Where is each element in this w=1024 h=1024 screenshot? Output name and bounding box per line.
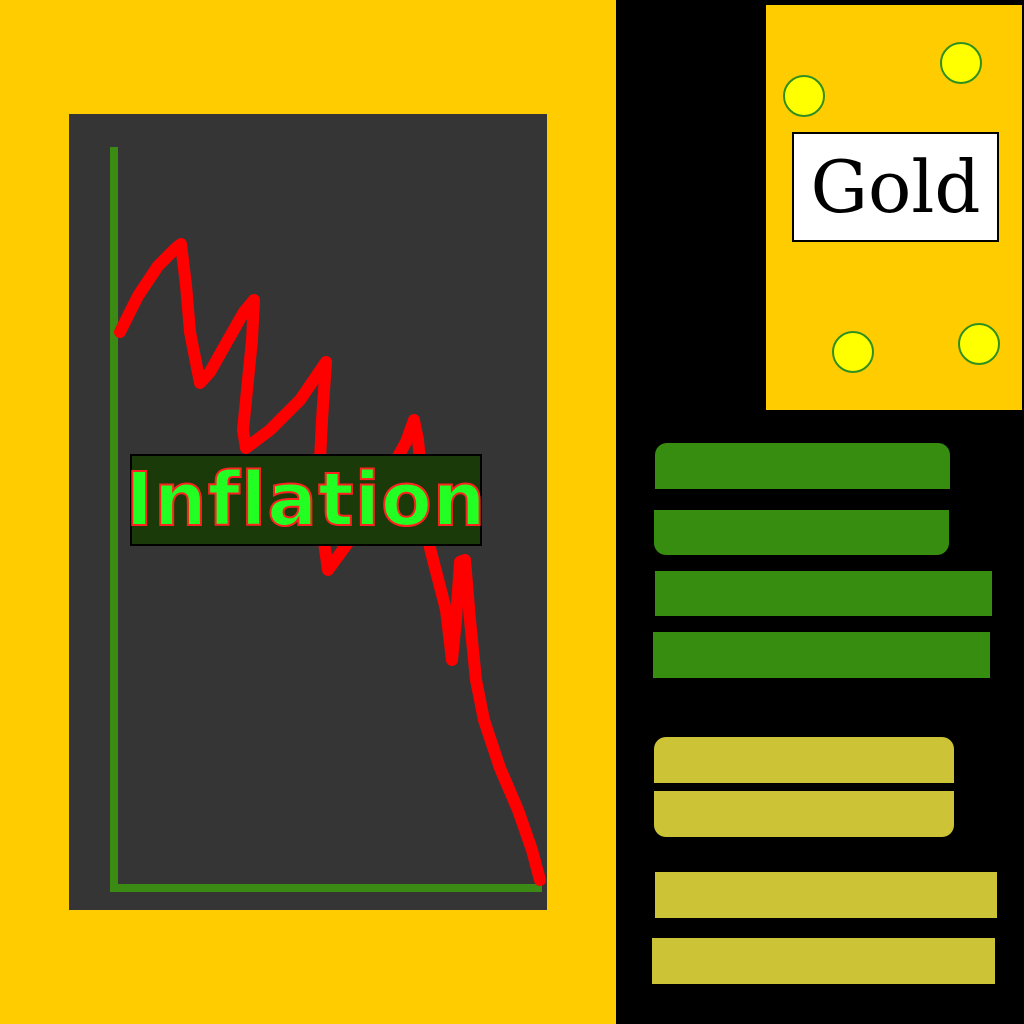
coin-icon bbox=[783, 75, 825, 117]
coin-icon bbox=[958, 323, 1000, 365]
gold-text: Gold bbox=[810, 145, 981, 229]
khaki-bar bbox=[655, 872, 997, 918]
coin-icon bbox=[940, 42, 982, 84]
green-bar bbox=[653, 632, 990, 678]
green-bar bbox=[655, 443, 950, 489]
coin-icon bbox=[832, 331, 874, 373]
inflation-label: Inflation bbox=[125, 454, 487, 546]
green-bar bbox=[654, 510, 949, 555]
gold-label: Gold bbox=[792, 132, 999, 242]
khaki-bar bbox=[652, 938, 995, 984]
khaki-bar bbox=[654, 791, 954, 837]
khaki-bar bbox=[654, 737, 954, 783]
trend-line bbox=[114, 238, 546, 886]
inflation-text: Inflation bbox=[125, 457, 487, 543]
green-bar bbox=[655, 571, 992, 616]
